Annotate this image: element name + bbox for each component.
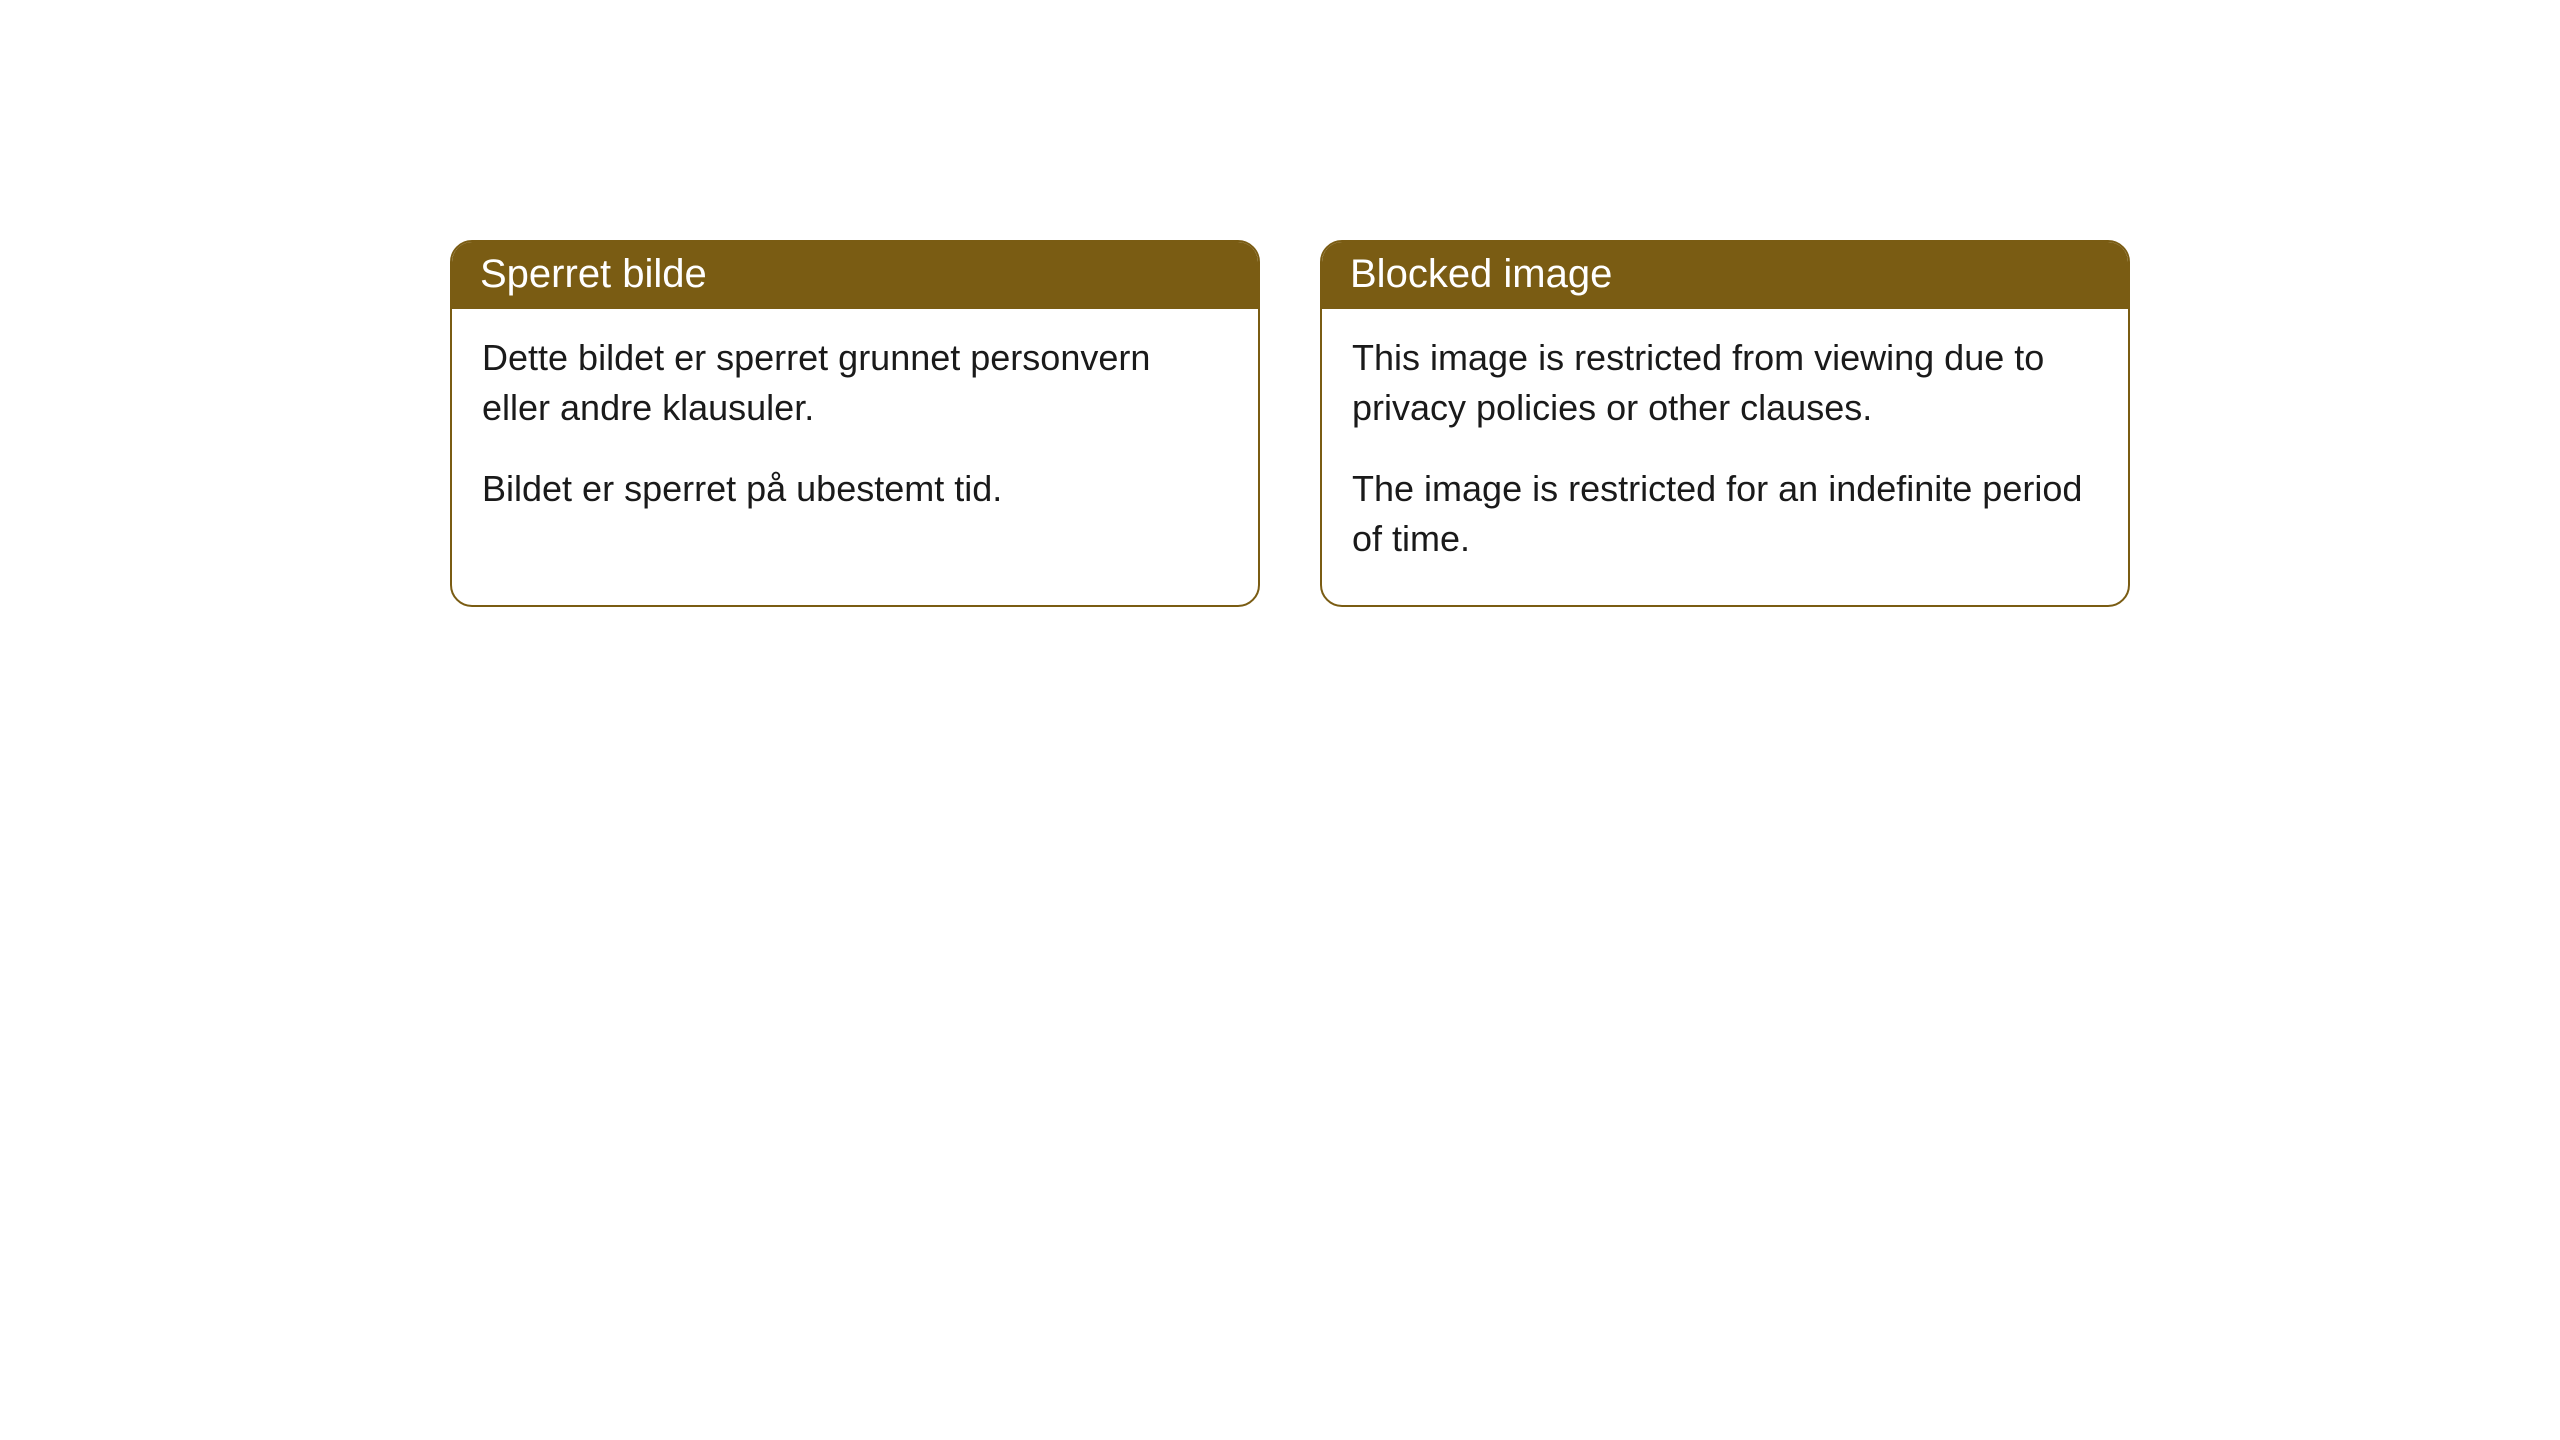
card-paragraph: Bildet er sperret på ubestemt tid. [482, 464, 1228, 514]
card-paragraph: Dette bildet er sperret grunnet personve… [482, 333, 1228, 434]
card-title: Sperret bilde [480, 252, 707, 296]
card-title: Blocked image [1350, 252, 1612, 296]
notice-container: Sperret bilde Dette bildet er sperret gr… [0, 0, 2560, 607]
card-header: Sperret bilde [452, 242, 1258, 309]
card-body: Dette bildet er sperret grunnet personve… [452, 309, 1258, 554]
card-body: This image is restricted from viewing du… [1322, 309, 2128, 605]
notice-card-norwegian: Sperret bilde Dette bildet er sperret gr… [450, 240, 1260, 607]
card-paragraph: The image is restricted for an indefinit… [1352, 464, 2098, 565]
card-paragraph: This image is restricted from viewing du… [1352, 333, 2098, 434]
card-header: Blocked image [1322, 242, 2128, 309]
notice-card-english: Blocked image This image is restricted f… [1320, 240, 2130, 607]
